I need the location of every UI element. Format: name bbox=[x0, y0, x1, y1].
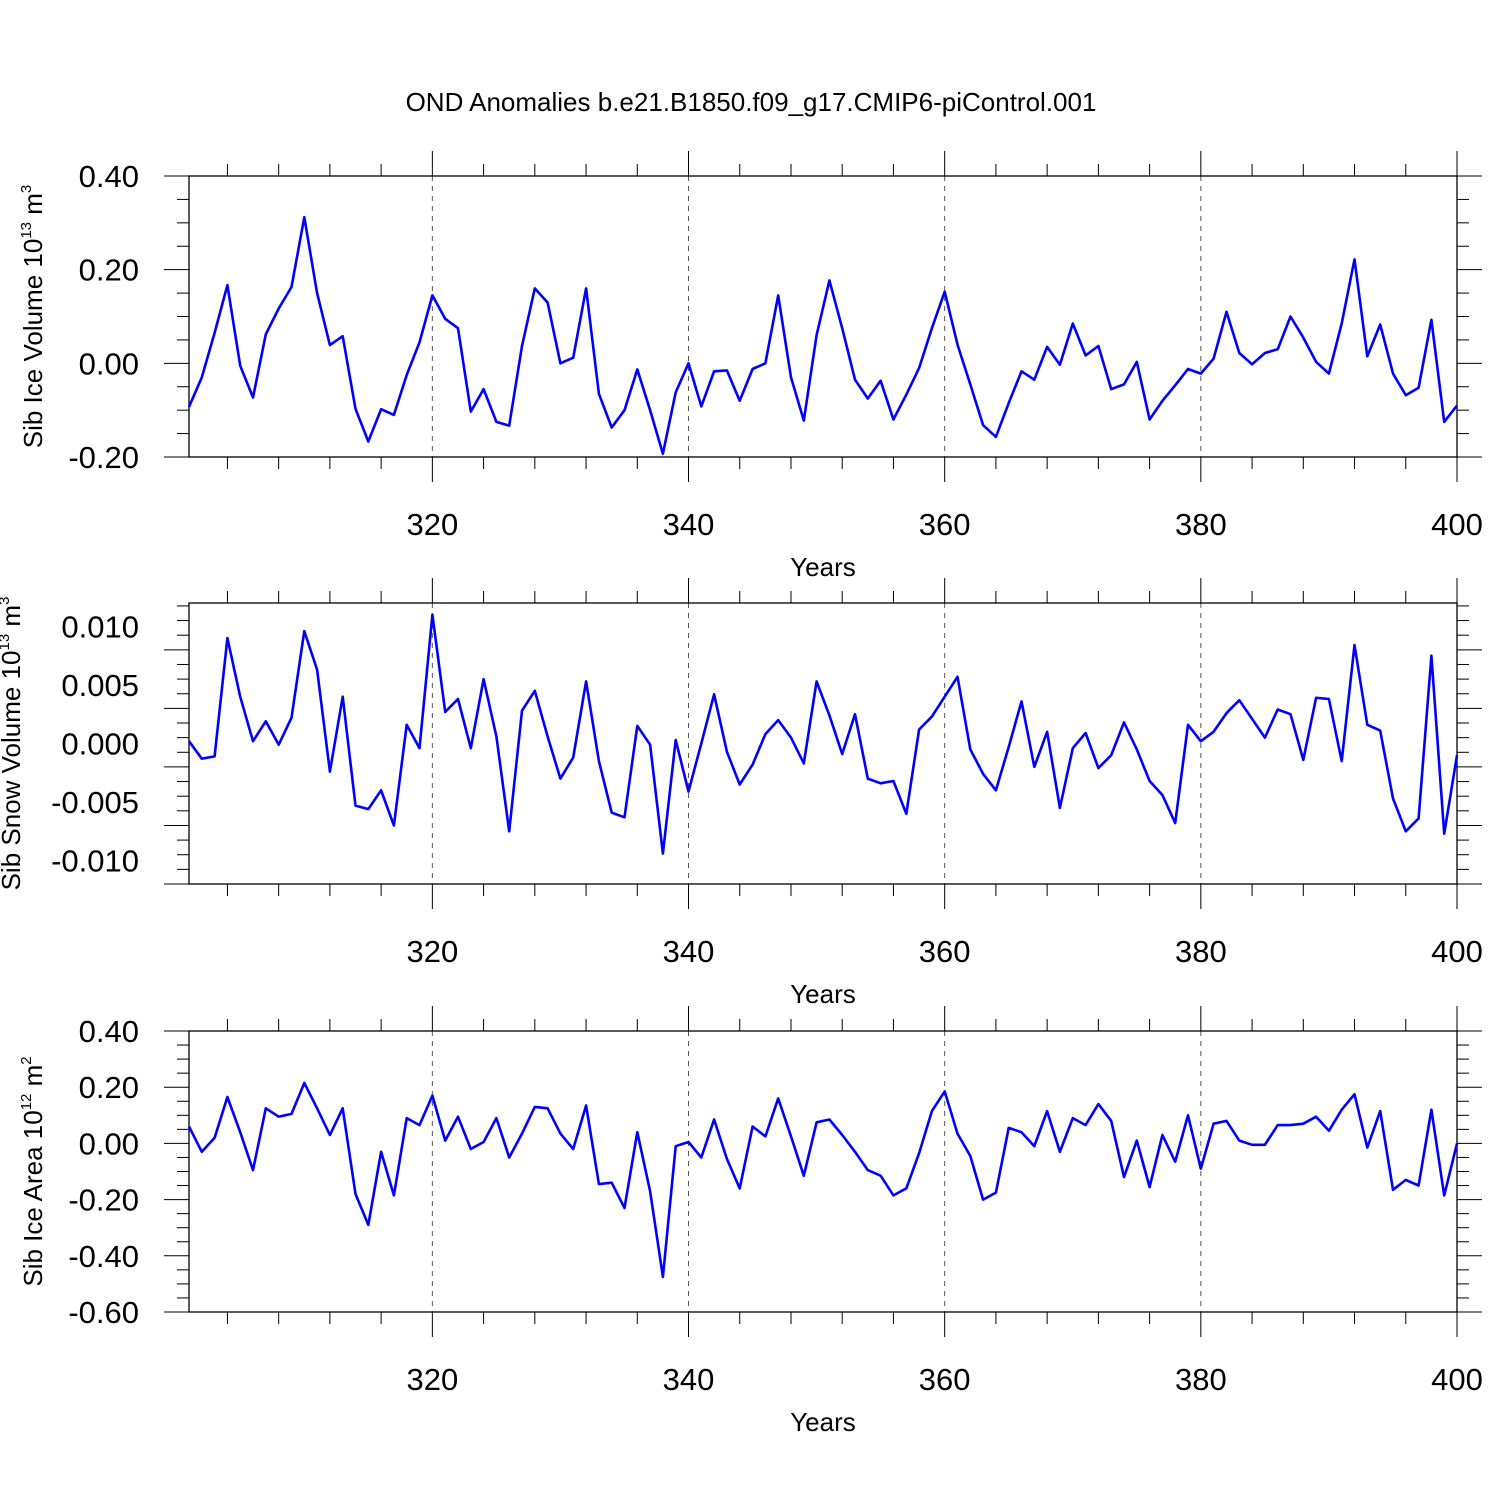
series-line bbox=[187, 1081, 1459, 1279]
y-axis-title: Sib Ice Area 1012 m2 bbox=[18, 1056, 48, 1286]
panels-group: -0.20 0.00 0.20 0.40 320 340 360 380 400 Years Sib… bbox=[0, 151, 1483, 1437]
x-tick-label: 400 bbox=[1431, 507, 1483, 542]
chart-title: OND Anomalies b.e21.B1850.f09_g17.CMIP6-… bbox=[406, 87, 1097, 117]
x-tick-label: 340 bbox=[663, 934, 715, 969]
plot-frame bbox=[188, 602, 1458, 885]
y-axis-title-unit: m bbox=[18, 1065, 48, 1094]
x-tick-label: 360 bbox=[919, 934, 971, 969]
y-axis-title-unit-exponent: 3 bbox=[0, 597, 13, 605]
panel-2: -0.010 -0.005 0.000 0.005 0.010 320 340 360 380 4… bbox=[0, 578, 1483, 1009]
x-tick-label: 320 bbox=[406, 507, 458, 542]
y-tick-label: 0.40 bbox=[79, 159, 139, 194]
y-tick-label: 0.20 bbox=[79, 1070, 139, 1105]
series-line bbox=[187, 215, 1459, 456]
y-tick-label: 0.00 bbox=[79, 346, 139, 381]
y-axis-title-text: Sib Ice Area 10 bbox=[18, 1110, 48, 1286]
x-tick-label: 320 bbox=[406, 934, 458, 969]
y-tick-label: -0.60 bbox=[68, 1295, 139, 1330]
y-tick-label: 0.00 bbox=[79, 1126, 139, 1161]
y-axis-title-unit-exponent: 3 bbox=[18, 185, 35, 193]
y-tick-label: -0.20 bbox=[68, 1183, 139, 1218]
x-tick-label: 340 bbox=[663, 1362, 715, 1397]
x-tick-label: 380 bbox=[1175, 1362, 1227, 1397]
y-axis-title-text: Sib Snow Volume 10 bbox=[0, 650, 26, 890]
y-axis-title: Sib Ice Volume 1013 m3 bbox=[18, 185, 48, 449]
x-tick-label: 320 bbox=[406, 1362, 458, 1397]
y-tick-label: 0.40 bbox=[79, 1014, 139, 1049]
y-axis-title-unit-exponent: 2 bbox=[18, 1056, 35, 1064]
x-tick-label: 340 bbox=[663, 507, 715, 542]
x-axis-title: Years bbox=[790, 552, 856, 582]
y-axis-title-unit: m bbox=[18, 193, 48, 222]
x-tick-label: 380 bbox=[1175, 934, 1227, 969]
y-tick-label: 0.005 bbox=[61, 668, 139, 703]
y-tick-label: -0.20 bbox=[68, 440, 139, 475]
y-tick-label: -0.010 bbox=[51, 844, 139, 879]
x-tick-label: 360 bbox=[919, 1362, 971, 1397]
panel-3: -0.60 -0.40 -0.20 0.00 0.20 0.40 320 340 360 380 4… bbox=[18, 1006, 1483, 1437]
y-tick-label: -0.005 bbox=[51, 785, 139, 820]
y-tick-label: 0.010 bbox=[61, 609, 139, 644]
x-tick-label: 400 bbox=[1431, 934, 1483, 969]
y-axis-title-exponent: 12 bbox=[18, 1094, 35, 1111]
y-axis-title-exponent: 13 bbox=[18, 222, 35, 239]
y-axis-title-exponent: 13 bbox=[0, 634, 13, 651]
y-tick-label: 0.000 bbox=[61, 727, 139, 762]
y-axis-title-text: Sib Ice Volume 10 bbox=[18, 239, 48, 449]
y-axis-title-unit: m bbox=[0, 605, 26, 634]
x-axis-title: Years bbox=[790, 979, 856, 1009]
y-tick-label: -0.40 bbox=[68, 1239, 139, 1274]
y-axis-title: Sib Snow Volume 1013 m3 bbox=[0, 597, 26, 891]
x-axis-title: Years bbox=[790, 1407, 856, 1437]
panel-1: -0.20 0.00 0.20 0.40 320 340 360 380 400 Years Sib… bbox=[18, 151, 1483, 582]
series-line bbox=[187, 613, 1459, 855]
x-tick-label: 360 bbox=[919, 507, 971, 542]
x-tick-label: 380 bbox=[1175, 507, 1227, 542]
y-tick-label: 0.20 bbox=[79, 253, 139, 288]
x-tick-label: 400 bbox=[1431, 1362, 1483, 1397]
